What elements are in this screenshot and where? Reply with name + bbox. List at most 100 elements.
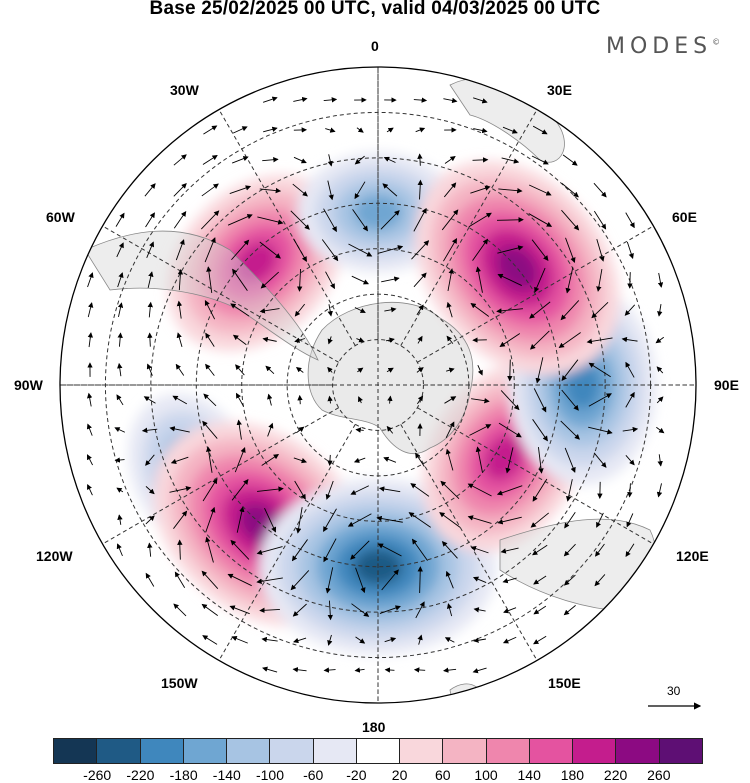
wind-arrow [563,604,576,616]
wind-arrow [296,269,303,292]
wind-arrow [446,367,455,373]
wind-arrow [657,272,664,288]
wind-arrow [530,512,550,528]
wind-arrow [626,513,634,528]
wind-arrow [235,364,245,376]
wind-arrow [475,446,483,473]
wind-arrow [417,153,423,166]
wind-arrow [116,487,124,493]
lon-label-150w: 150W [161,675,198,691]
colorbar-tick-label: -220 [126,767,155,783]
wind-arrow [416,304,424,316]
wind-arrow [354,155,365,165]
wind-arrow [356,337,365,343]
wind-arrow [444,396,457,404]
wind-arrow [530,330,550,350]
wind-arrow [593,452,607,468]
wind-arrow [227,573,252,587]
wind-arrow [498,187,523,194]
wind-arrow [497,245,524,254]
wind-arrow [561,389,579,411]
wind-arrow [441,209,459,231]
wind-arrow [562,154,578,166]
wind-arrow [473,607,486,613]
wind-arrow [473,97,488,104]
wind-arrow [503,607,517,614]
wind-arrow [408,512,431,528]
wind-arrow [265,365,275,375]
colorbar-tick-label: -180 [169,767,198,783]
wind-arrow [413,97,428,103]
wind-arrow [529,301,551,319]
wind-arrow [381,569,399,591]
wind-arrow [446,603,453,617]
wind-arrow [232,334,247,346]
wind-arrow [417,566,423,594]
wind-arrow [596,512,604,528]
wind-arrow [621,336,638,343]
wind-arrow [229,185,252,194]
wind-arrow [528,184,552,196]
wind-arrow [327,634,333,646]
wind-arrow [232,126,248,134]
wind-arrow [293,238,307,263]
wind-arrow [467,483,492,497]
lon-label-120e: 120E [676,548,709,564]
wind-arrow [117,272,124,288]
wind-arrow [563,543,576,557]
wind-arrow [500,547,519,554]
new-zealand-shape [449,683,483,703]
wind-arrow [588,393,612,407]
wind-arrow [532,419,548,442]
wind-arrow [115,212,125,227]
wind-arrow [411,538,428,561]
wind-arrow [383,156,396,163]
wind-arrow [230,303,250,317]
wind-arrow [173,211,187,229]
wind-arrow [377,245,404,254]
wind-arrow [117,332,123,347]
lon-label-90e: 90E [714,377,739,393]
colorbar-tick-label: 260 [647,767,671,783]
wind-arrow [264,508,277,533]
wind-arrow [353,457,366,463]
anomaly-band [564,360,601,410]
wind-arrow [323,538,337,563]
wind-arrow [145,454,155,466]
wind-arrow [595,543,605,557]
wind-arrow [146,363,153,376]
wind-arrow [293,637,307,644]
colorbar-cell [183,739,228,763]
colorbar-tick-label: -260 [83,767,112,783]
lon-label-90w: 90W [14,377,43,393]
wind-arrow [323,508,337,533]
wind-arrow [327,304,333,317]
wind-arrow [293,96,308,103]
wind-arrow [470,185,491,194]
meridian-line [218,109,356,346]
colorbar-cell [54,739,98,763]
wind-arrow [415,127,426,133]
colorbar-cell [616,739,660,763]
wind-arrow [297,394,303,405]
wind-arrow [291,539,308,562]
wind-arrow [444,637,455,643]
colorbar-cell [573,739,617,763]
wind-arrow [267,393,273,406]
wind-arrow [325,480,334,500]
wind-arrow [496,217,524,223]
wind-arrow [447,268,454,292]
wind-arrow [230,539,250,560]
wind-arrow [475,266,483,293]
wind-arrow [327,395,333,404]
wind-arrow [471,397,490,404]
wind-arrow [173,603,187,617]
wind-arrow [117,362,123,377]
wind-arrow [262,666,278,673]
wind-arrow [147,542,153,557]
wind-arrow [384,637,397,643]
wind-arrow [472,238,489,261]
wind-arrow [561,182,579,198]
wind-arrow [147,271,154,289]
